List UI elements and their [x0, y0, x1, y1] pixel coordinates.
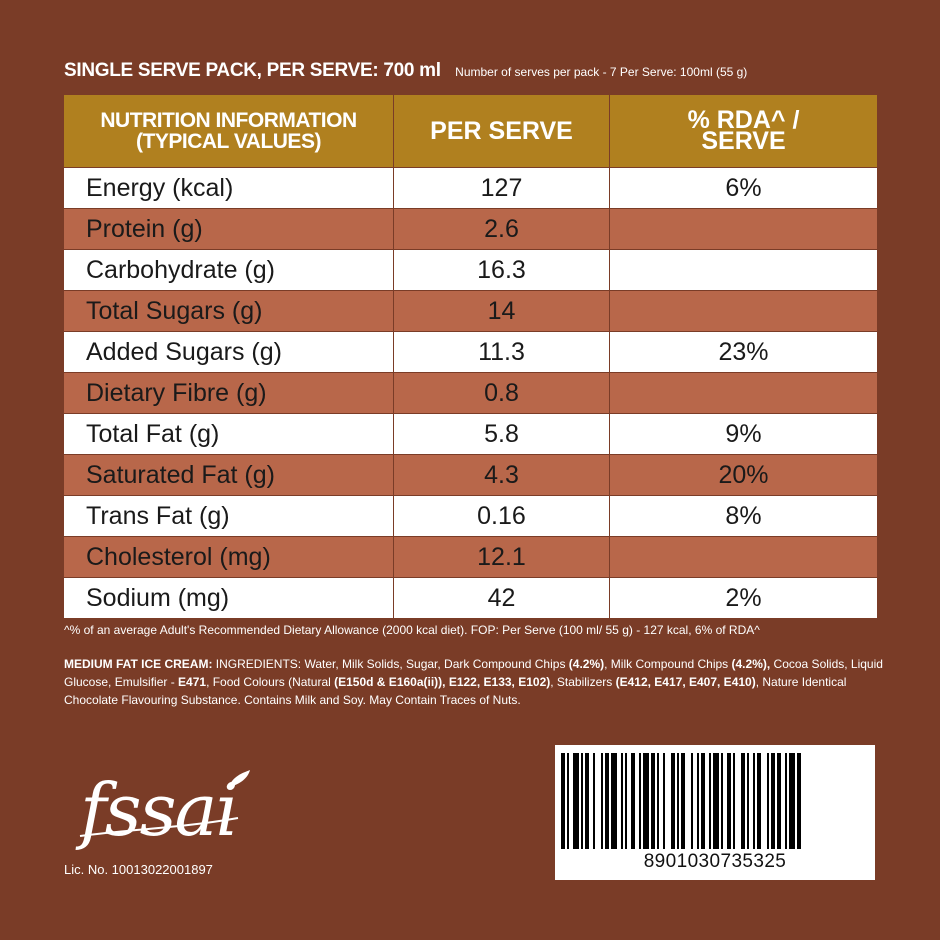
nutrient-rda: 20% — [609, 454, 878, 496]
nutrient-name: Total Sugars (g) — [63, 290, 394, 332]
barcode-bar — [709, 753, 711, 849]
barcode-number: 8901030735325 — [643, 851, 787, 872]
barcode-bar — [777, 753, 781, 849]
barcode-bar — [713, 753, 719, 849]
fssai-license-number: Lic. No. 10013022001897 — [64, 862, 213, 877]
nutrient-name: Trans Fat (g) — [63, 495, 394, 537]
barcode-bar — [671, 753, 675, 849]
table-row: Energy (kcal) 127 6% — [63, 167, 878, 209]
barcode-bar — [651, 753, 655, 849]
barcode-bar — [611, 753, 617, 849]
nutrient-rda — [609, 208, 878, 250]
barcode-bar — [621, 753, 623, 849]
nutrient-rda: 23% — [609, 331, 878, 373]
nutrient-rda: 6% — [609, 167, 878, 209]
barcode-bar — [631, 753, 635, 849]
barcode-bar — [581, 753, 583, 849]
nutrient-value: 0.8 — [393, 372, 610, 414]
pack-title: SINGLE SERVE PACK, PER SERVE: 700 ml — [64, 60, 441, 81]
barcode: 8901030735325 — [555, 745, 875, 880]
header-rda-serve: % RDA^ / SERVE — [609, 94, 878, 168]
barcode-bar — [677, 753, 679, 849]
ingredients-text: MEDIUM FAT ICE CREAM: INGREDIENTS: Water… — [64, 657, 883, 707]
barcode-bars — [561, 753, 801, 849]
barcode-bar — [767, 753, 769, 849]
header-nutrition-information: NUTRITION INFORMATION (TYPICAL VALUES) — [63, 94, 394, 168]
table-row: Sodium (mg) 42 2% — [63, 577, 878, 619]
barcode-bar — [785, 753, 787, 849]
nutrient-value: 2.6 — [393, 208, 610, 250]
pack-subtitle: Number of serves per pack - 7 Per Serve:… — [455, 65, 748, 79]
barcode-bar — [681, 753, 685, 849]
barcode-bar — [593, 753, 595, 849]
barcode-bar — [663, 753, 665, 849]
nutrient-rda — [609, 372, 878, 414]
barcode-bar — [605, 753, 609, 849]
barcode-bar — [625, 753, 627, 849]
barcode-bar — [701, 753, 705, 849]
barcode-bar — [691, 753, 693, 849]
barcode-bar — [561, 753, 565, 849]
nutrient-rda — [609, 290, 878, 332]
nutrient-value: 127 — [393, 167, 610, 209]
table-row: Added Sugars (g) 11.3 23% — [63, 331, 878, 373]
table-header-row: NUTRITION INFORMATION (TYPICAL VALUES) P… — [63, 94, 878, 168]
table-row: Trans Fat (g) 0.16 8% — [63, 495, 878, 537]
header-per-serve: PER SERVE — [393, 94, 610, 168]
nutrient-value: 0.16 — [393, 495, 610, 537]
nutrition-table: NUTRITION INFORMATION (TYPICAL VALUES) P… — [63, 94, 878, 619]
barcode-bar — [797, 753, 801, 849]
table-row: Protein (g) 2.6 — [63, 208, 878, 250]
pack-header: SINGLE SERVE PACK, PER SERVE: 700 ml Num… — [64, 60, 884, 88]
barcode-bar — [733, 753, 735, 849]
nutrient-name: Protein (g) — [63, 208, 394, 250]
barcode-bar — [757, 753, 761, 849]
fssai-logo: fssai — [80, 768, 238, 852]
nutrient-name: Dietary Fibre (g) — [63, 372, 394, 414]
barcode-bar — [639, 753, 641, 849]
nutrient-value: 5.8 — [393, 413, 610, 455]
table-row: Total Fat (g) 5.8 9% — [63, 413, 878, 455]
table-row: Total Sugars (g) 14 — [63, 290, 878, 332]
barcode-bar — [573, 753, 579, 849]
nutrient-name: Total Fat (g) — [63, 413, 394, 455]
nutrient-name: Added Sugars (g) — [63, 331, 394, 373]
nutrient-name: Cholesterol (mg) — [63, 536, 394, 578]
table-row: Dietary Fibre (g) 0.8 — [63, 372, 878, 414]
barcode-bar — [601, 753, 603, 849]
barcode-bar — [771, 753, 775, 849]
barcode-bar — [585, 753, 589, 849]
nutrient-name: Sodium (mg) — [63, 577, 394, 619]
nutrient-rda — [609, 536, 878, 578]
nutrient-value: 14 — [393, 290, 610, 332]
nutrient-value: 16.3 — [393, 249, 610, 291]
barcode-bar — [727, 753, 731, 849]
table-row: Saturated Fat (g) 4.3 20% — [63, 454, 878, 496]
product-type-label: MEDIUM FAT ICE CREAM: — [64, 657, 213, 671]
rda-footnote: ^% of an average Adult's Recommended Die… — [64, 623, 760, 637]
nutrient-rda: 8% — [609, 495, 878, 537]
nutrient-name: Energy (kcal) — [63, 167, 394, 209]
nutrient-value: 12.1 — [393, 536, 610, 578]
nutrient-rda: 9% — [609, 413, 878, 455]
table-row: Cholesterol (mg) 12.1 — [63, 536, 878, 578]
barcode-bar — [747, 753, 749, 849]
barcode-bar — [789, 753, 795, 849]
barcode-bar — [741, 753, 745, 849]
nutrient-rda: 2% — [609, 577, 878, 619]
barcode-bar — [567, 753, 569, 849]
nutrient-value: 42 — [393, 577, 610, 619]
nutrient-name: Carbohydrate (g) — [63, 249, 394, 291]
nutrient-value: 11.3 — [393, 331, 610, 373]
nutrient-rda — [609, 249, 878, 291]
table-row: Carbohydrate (g) 16.3 — [63, 249, 878, 291]
nutrient-value: 4.3 — [393, 454, 610, 496]
nutrient-name: Saturated Fat (g) — [63, 454, 394, 496]
barcode-bar — [753, 753, 755, 849]
barcode-bar — [721, 753, 723, 849]
barcode-bar — [643, 753, 649, 849]
barcode-bar — [697, 753, 699, 849]
barcode-bar — [657, 753, 659, 849]
